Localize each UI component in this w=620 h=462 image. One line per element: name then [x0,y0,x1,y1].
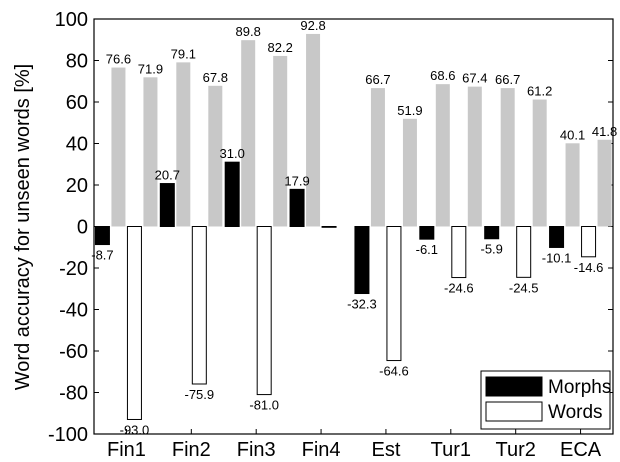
legend-label: Morphs [548,377,611,398]
data-label: 67.8 [203,70,228,85]
data-label: 20.7 [155,168,180,183]
data-label: -32.3 [347,297,377,312]
data-label: -10.1 [542,250,572,265]
words-bar [321,226,337,228]
baseline-morphs-bar [176,62,191,227]
baseline-morphs-bar [500,88,515,227]
words-bar [581,226,597,258]
baseline-morphs-bar [565,143,580,227]
morphs-bar [419,226,435,240]
data-label: -93.0 [120,422,150,437]
baseline-words-bar [273,55,288,227]
y-tick-label: 0 [77,217,88,239]
data-label: -5.9 [480,242,502,257]
baseline-words-bar [532,99,547,227]
baseline-morphs-bar [370,88,385,227]
data-label: -8.7 [91,248,113,263]
category-label: Est [371,439,400,461]
data-label: -24.5 [509,280,539,295]
words-bar [451,226,467,279]
morphs-bar [289,188,305,227]
legend-label: Words [548,402,603,423]
data-label: -64.6 [379,364,409,379]
category-label: Fin1 [107,439,146,461]
morphs-bar [159,183,175,227]
category-label: ECA [560,439,602,461]
data-label: 82.2 [268,40,293,55]
morphs-bar [354,226,370,295]
words-bar [126,226,142,420]
data-label: 17.9 [284,173,309,188]
data-label: 68.6 [430,68,455,83]
data-label: -81.0 [249,398,279,413]
y-tick-label: -60 [59,341,88,363]
data-label: 51.9 [397,103,422,118]
category-label: Tur2 [495,439,535,461]
y-axis-title: Word accuracy for unseen words [%] [12,64,34,390]
baseline-morphs-bar [111,67,126,227]
y-tick-label: 20 [66,175,88,197]
data-label: -14.6 [574,260,604,275]
words-bar [386,226,402,362]
words-bar [516,226,532,278]
baseline-morphs-bar [306,33,321,227]
category-label: Tur1 [431,439,471,461]
category-label: Fin3 [237,439,276,461]
y-tick-label: 100 [55,9,88,31]
data-label: -75.9 [184,387,214,402]
data-label: 66.7 [495,72,520,87]
words-bar [256,226,272,396]
plot-frame [93,18,614,435]
morphs-bar [224,161,240,227]
category-label: Fin4 [302,439,341,461]
y-tick-label: -40 [59,300,88,322]
y-tick-label: -80 [59,383,88,405]
data-label: 76.6 [106,52,131,67]
data-label: 89.8 [236,24,261,39]
baseline-morphs-bar [241,40,256,227]
data-label: 71.9 [138,61,163,76]
data-label: 66.7 [365,72,390,87]
baseline-morphs-bar [435,84,450,227]
legend-swatch [485,401,543,422]
y-tick-label: 40 [66,134,88,156]
morphs-bar [549,226,565,248]
y-tick-label: 80 [66,51,88,73]
morphs-bar [94,226,110,246]
baseline-words-bar [208,85,223,227]
legend-swatch [485,376,543,397]
y-tick-label: -100 [48,424,88,446]
morphs-bar [484,226,500,240]
data-label: 92.8 [300,18,325,33]
data-label: 67.4 [462,71,487,86]
baseline-words-bar [597,139,612,227]
data-label: 41.8 [592,124,617,139]
data-label: 79.1 [171,46,196,61]
baseline-words-bar [467,86,482,227]
words-bar [191,226,207,385]
category-label: Fin2 [172,439,211,461]
baseline-words-bar [402,118,417,227]
data-label: -6.1 [416,242,438,257]
data-label: 61.2 [527,84,552,99]
data-label: 40.1 [560,127,585,142]
y-tick-label: 60 [66,92,88,114]
y-tick-label: -20 [59,258,88,280]
data-label: 31.0 [220,146,245,161]
data-label: -24.6 [444,281,474,296]
baseline-words-bar [143,77,158,227]
